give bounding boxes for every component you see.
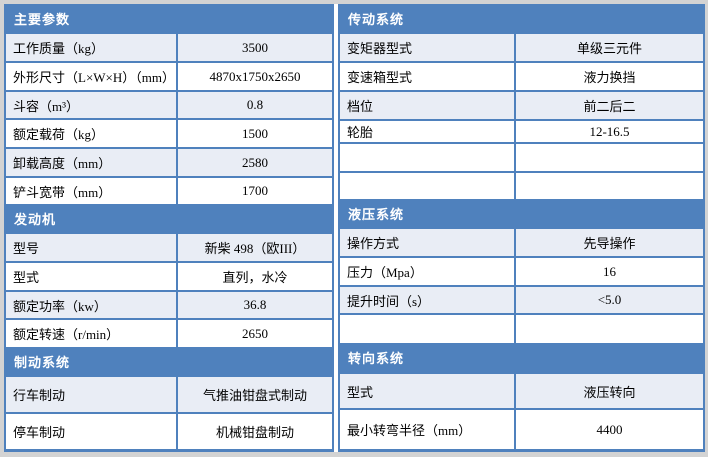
table-row: 变速箱型式 液力换挡 <box>340 61 703 90</box>
spec-label: 型号 <box>6 234 178 261</box>
table-row: 型号 新柴 498（欧III） <box>6 232 332 261</box>
spec-value <box>516 173 703 199</box>
spec-value: 液压转向 <box>583 384 636 400</box>
table-row: 提升时间（s） <5.0 <box>340 285 703 313</box>
spec-value: 前二后二 <box>583 99 636 114</box>
table-row-empty <box>340 142 703 171</box>
spec-value <box>516 315 703 343</box>
spec-value: 4870x1750x2650 <box>209 68 301 84</box>
spec-table-right: 传动系统 变矩器型式 单级三元件 变速箱型式 液力换挡 档位 前二后二 轮胎 1… <box>338 4 705 452</box>
spec-label: 轮胎 <box>340 121 516 142</box>
spec-value: 3500 <box>242 39 268 55</box>
table-row: 轮胎 12-16.5 <box>340 119 703 142</box>
table-row: 斗容（m³） 0.8 <box>6 90 332 118</box>
spec-value: 单级三元件 <box>576 41 642 56</box>
section-header-steering-system: 转向系统 <box>340 343 703 372</box>
spec-label: 额定载荷（kg） <box>6 120 178 147</box>
spec-label <box>340 315 516 343</box>
table-row-empty <box>340 313 703 343</box>
spec-value: 先导操作 <box>583 236 636 251</box>
spec-value: 2650 <box>242 325 268 341</box>
table-row: 停车制动 机械钳盘制动 <box>6 412 332 449</box>
section-header-engine: 发动机 <box>6 204 332 232</box>
table-row: 操作方式 先导操作 <box>340 227 703 256</box>
spec-label <box>340 173 516 199</box>
spec-label: 额定转速（r/min） <box>6 320 178 347</box>
spec-label: 铲斗宽带（mm） <box>6 178 178 204</box>
spec-label: 档位 <box>340 92 516 119</box>
spec-label: 行车制动 <box>6 377 178 412</box>
spec-value: 机械钳盘制动 <box>215 425 294 440</box>
table-row: 行车制动 气推油钳盘式制动 <box>6 375 332 412</box>
spec-value: 直列，水冷 <box>222 270 288 285</box>
spec-label: 最小转弯半径（mm） <box>340 410 516 449</box>
spec-value: 气推油钳盘式制动 <box>202 388 307 403</box>
spec-label: 提升时间（s） <box>340 287 516 313</box>
spec-value <box>516 144 703 171</box>
spec-value: 1700 <box>242 183 268 198</box>
section-header-hydraulic-system: 液压系统 <box>340 199 703 227</box>
spec-label: 斗容（m³） <box>6 92 178 118</box>
spec-value: 0.8 <box>246 97 264 112</box>
spec-label: 型式 <box>6 263 178 290</box>
spec-label: 停车制动 <box>6 414 178 449</box>
table-row: 额定转速（r/min） 2650 <box>6 318 332 347</box>
table-row-empty <box>340 171 703 199</box>
spec-label: 变矩器型式 <box>340 34 516 61</box>
table-row: 额定载荷（kg） 1500 <box>6 118 332 147</box>
spec-label: 额定功率（kw） <box>6 292 178 318</box>
table-row: 额定功率（kw） 36.8 <box>6 290 332 318</box>
spec-label <box>340 144 516 171</box>
spec-value: 36.8 <box>243 297 267 312</box>
spec-label: 卸载高度（mm） <box>6 149 178 176</box>
spec-value: 2580 <box>242 154 268 170</box>
spec-value: 新柴 498（欧III） <box>204 241 306 256</box>
section-header-transmission: 传动系统 <box>340 4 703 32</box>
spec-label: 型式 <box>340 374 516 408</box>
table-row: 档位 前二后二 <box>340 90 703 119</box>
table-row: 型式 直列，水冷 <box>6 261 332 290</box>
spec-label: 压力（Mpa） <box>340 258 516 285</box>
section-header-brake-system: 制动系统 <box>6 347 332 375</box>
table-row: 型式 液压转向 <box>340 372 703 408</box>
spec-value: 1500 <box>242 125 268 141</box>
table-row: 卸载高度（mm） 2580 <box>6 147 332 176</box>
table-row: 变矩器型式 单级三元件 <box>340 32 703 61</box>
table-row: 铲斗宽带（mm） 1700 <box>6 176 332 204</box>
spec-label: 变速箱型式 <box>340 63 516 90</box>
spec-table-left: 主要参数 工作质量（kg） 3500 外形尺寸（L×W×H）（mm） 4870x… <box>4 4 334 452</box>
table-row: 工作质量（kg） 3500 <box>6 32 332 61</box>
table-row: 压力（Mpa） 16 <box>340 256 703 285</box>
spec-value: 4400 <box>596 421 623 437</box>
section-header-main-params: 主要参数 <box>6 4 332 32</box>
table-row: 外形尺寸（L×W×H）（mm） 4870x1750x2650 <box>6 61 332 90</box>
spec-value: <5.0 <box>597 292 622 307</box>
spec-label: 工作质量（kg） <box>6 34 178 61</box>
spec-value: 12-16.5 <box>589 123 630 139</box>
table-row: 最小转弯半径（mm） 4400 <box>340 408 703 449</box>
spec-label: 操作方式 <box>340 229 516 256</box>
spec-label: 外形尺寸（L×W×H）（mm） <box>6 63 178 90</box>
spec-value: 16 <box>603 263 616 279</box>
spec-value: 液力换挡 <box>583 70 636 85</box>
